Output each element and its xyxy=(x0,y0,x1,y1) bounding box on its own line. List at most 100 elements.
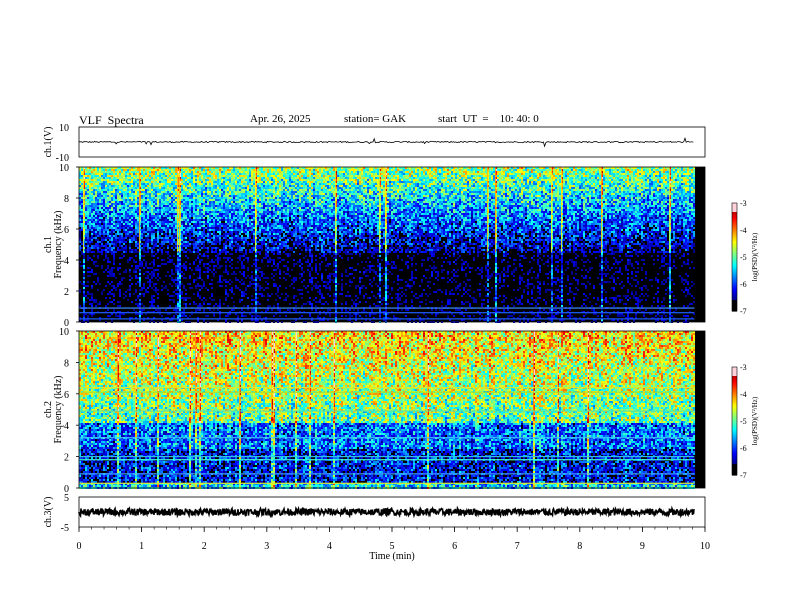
ch1_spectrogram-cell xyxy=(101,189,103,191)
ch1_spectrogram-cell xyxy=(105,247,107,249)
ch1_spectrogram-cell xyxy=(225,315,227,317)
ch1_spectrogram-cell xyxy=(155,171,157,173)
ch1_spectrogram-cell xyxy=(193,171,195,173)
ch1_spectrogram-cell xyxy=(135,195,137,197)
ch1_spectrogram-cell xyxy=(165,209,167,211)
ch1_spectrogram-cell xyxy=(93,221,95,223)
ch1_spectrogram-cell xyxy=(159,197,161,199)
ch1_spectrogram-cell xyxy=(175,215,177,217)
ch1_spectrogram-cell xyxy=(197,233,199,235)
ch1_spectrogram-cell xyxy=(167,203,169,205)
ch1_spectrogram-cell xyxy=(109,251,111,253)
ch1_spectrogram-cell xyxy=(103,271,105,273)
ch1_spectrogram-cell xyxy=(107,189,109,191)
ch1_spectrogram-cell xyxy=(141,181,143,183)
ch1_spectrogram-cell xyxy=(163,173,165,175)
ch1_spectrogram-cell xyxy=(99,223,101,225)
ch1_spectrogram-cell xyxy=(131,205,133,207)
ch1_spectrogram-cell xyxy=(195,219,197,221)
ch1_spectrogram-cell xyxy=(181,205,183,207)
ch1_spectrogram-cell xyxy=(111,247,113,249)
ch1_spectrogram-cell xyxy=(129,175,131,177)
ch1_spectrogram-cell xyxy=(207,193,209,195)
ch1_spectrogram-cell xyxy=(175,285,177,287)
ch1_spectrogram-cell xyxy=(225,199,227,201)
ch1_spectrogram-cell xyxy=(89,193,91,195)
ch1_spectrogram-cell xyxy=(181,185,183,187)
ch1_spectrogram-cell xyxy=(85,249,87,251)
ch1_spectrogram-cell xyxy=(151,299,153,301)
ch1_spectrogram-cell xyxy=(191,231,193,233)
ch1_spectrogram-cell xyxy=(175,235,177,237)
ch1_spectrogram-cell xyxy=(197,197,199,199)
ch1_spectrogram-cell xyxy=(119,301,121,303)
ch1_spectrogram-cell xyxy=(175,219,177,221)
ch1_spectrogram-cell xyxy=(91,217,93,219)
ch1_spectrogram-cell xyxy=(133,201,135,203)
ch1_spectrogram-cell xyxy=(139,271,141,273)
ch1_spectrogram-cell xyxy=(209,303,211,305)
ch1_spectrogram-cell xyxy=(183,303,185,305)
ch1_spectrogram-cell xyxy=(163,209,165,211)
ch1_spectrogram-cell xyxy=(85,227,87,229)
ch1_spectrogram-cell xyxy=(211,249,213,251)
ch1_spectrogram-cell xyxy=(225,243,227,245)
ch1_spectrogram-cell xyxy=(207,213,209,215)
ch1_spectrogram-cell xyxy=(157,249,159,251)
ch1_spectrogram-cell xyxy=(191,225,193,227)
ch1_spectrogram-cell xyxy=(81,197,83,199)
ch1_spectrogram-cell xyxy=(189,187,191,189)
ch1_spectrogram-cell xyxy=(131,229,133,231)
ch1_spectrogram-cell xyxy=(123,211,125,213)
ch1_spectrogram-cell xyxy=(105,189,107,191)
ch1_spectrogram-cell xyxy=(223,225,225,227)
ch1_spectrogram-cell xyxy=(167,185,169,187)
ch1_spectrogram-cell xyxy=(105,215,107,217)
ch1_spectrogram-cell xyxy=(169,225,171,227)
ch1_spectrogram-cell xyxy=(209,173,211,175)
ch1_spectrogram-cell xyxy=(97,205,99,207)
ch1_spectrogram-cell xyxy=(187,219,189,221)
ch1_spectrogram-cell xyxy=(121,225,123,227)
ch1_spectrogram-cell xyxy=(165,199,167,201)
ch1_spectrogram-cell xyxy=(115,227,117,229)
ch1_spectrogram-cell xyxy=(209,235,211,237)
ch1_spectrogram-cell xyxy=(217,253,219,255)
ch1_spectrogram-cell xyxy=(117,189,119,191)
ch1_spectrogram-burst xyxy=(179,167,180,252)
ch1_spectrogram-cell xyxy=(153,263,155,265)
ch1_spectrogram-cell xyxy=(127,205,129,207)
ch1_spectrogram-cell xyxy=(209,183,211,185)
ch1_spectrogram-cell xyxy=(127,179,129,181)
ch1_spectrogram-cell xyxy=(195,201,197,203)
ch1_spectrogram-cell xyxy=(215,221,217,223)
ch1_spectrogram-cell xyxy=(159,213,161,215)
ch1_spectrogram-cell xyxy=(93,301,95,303)
ch1_spectrogram-cell xyxy=(141,217,143,219)
ch1_spectrogram-cell xyxy=(133,197,135,199)
ch1_spectrogram-cell xyxy=(225,293,227,295)
ch1_spectrogram-cell xyxy=(155,231,157,233)
ch1_spectrogram-cell xyxy=(171,201,173,203)
ch1_spectrogram-cell xyxy=(131,237,133,239)
ch1_spectrogram-cell xyxy=(131,191,133,193)
ch1_spectrogram-cell xyxy=(209,203,211,205)
ch1_spectrogram-cell xyxy=(135,193,137,195)
ch1_spectrogram-cell xyxy=(153,177,155,179)
ch1_spectrogram-cell xyxy=(193,209,195,211)
ch1_spectrogram-cell xyxy=(189,173,191,175)
ch1_spectrogram-cell xyxy=(217,183,219,185)
ch1_spectrogram-cell xyxy=(191,287,193,289)
ch1_spectrogram-cell xyxy=(81,177,83,179)
ch1_spectrogram-cell xyxy=(211,195,213,197)
ch1_spectrogram-cell xyxy=(135,177,137,179)
ch1_spectrogram-cell xyxy=(215,241,217,243)
ch1_spectrogram-cell xyxy=(113,227,115,229)
ch1_spectrogram-cell xyxy=(213,183,215,185)
ch1_spectrogram-cell xyxy=(139,305,141,307)
ch1_spectrogram-cell xyxy=(203,177,205,179)
ch1_spectrogram-cell xyxy=(163,183,165,185)
ch1_spectrogram-cell xyxy=(141,265,143,267)
ch1_spectrogram-cell xyxy=(91,211,93,213)
ch1_spectrogram-cell xyxy=(109,175,111,177)
